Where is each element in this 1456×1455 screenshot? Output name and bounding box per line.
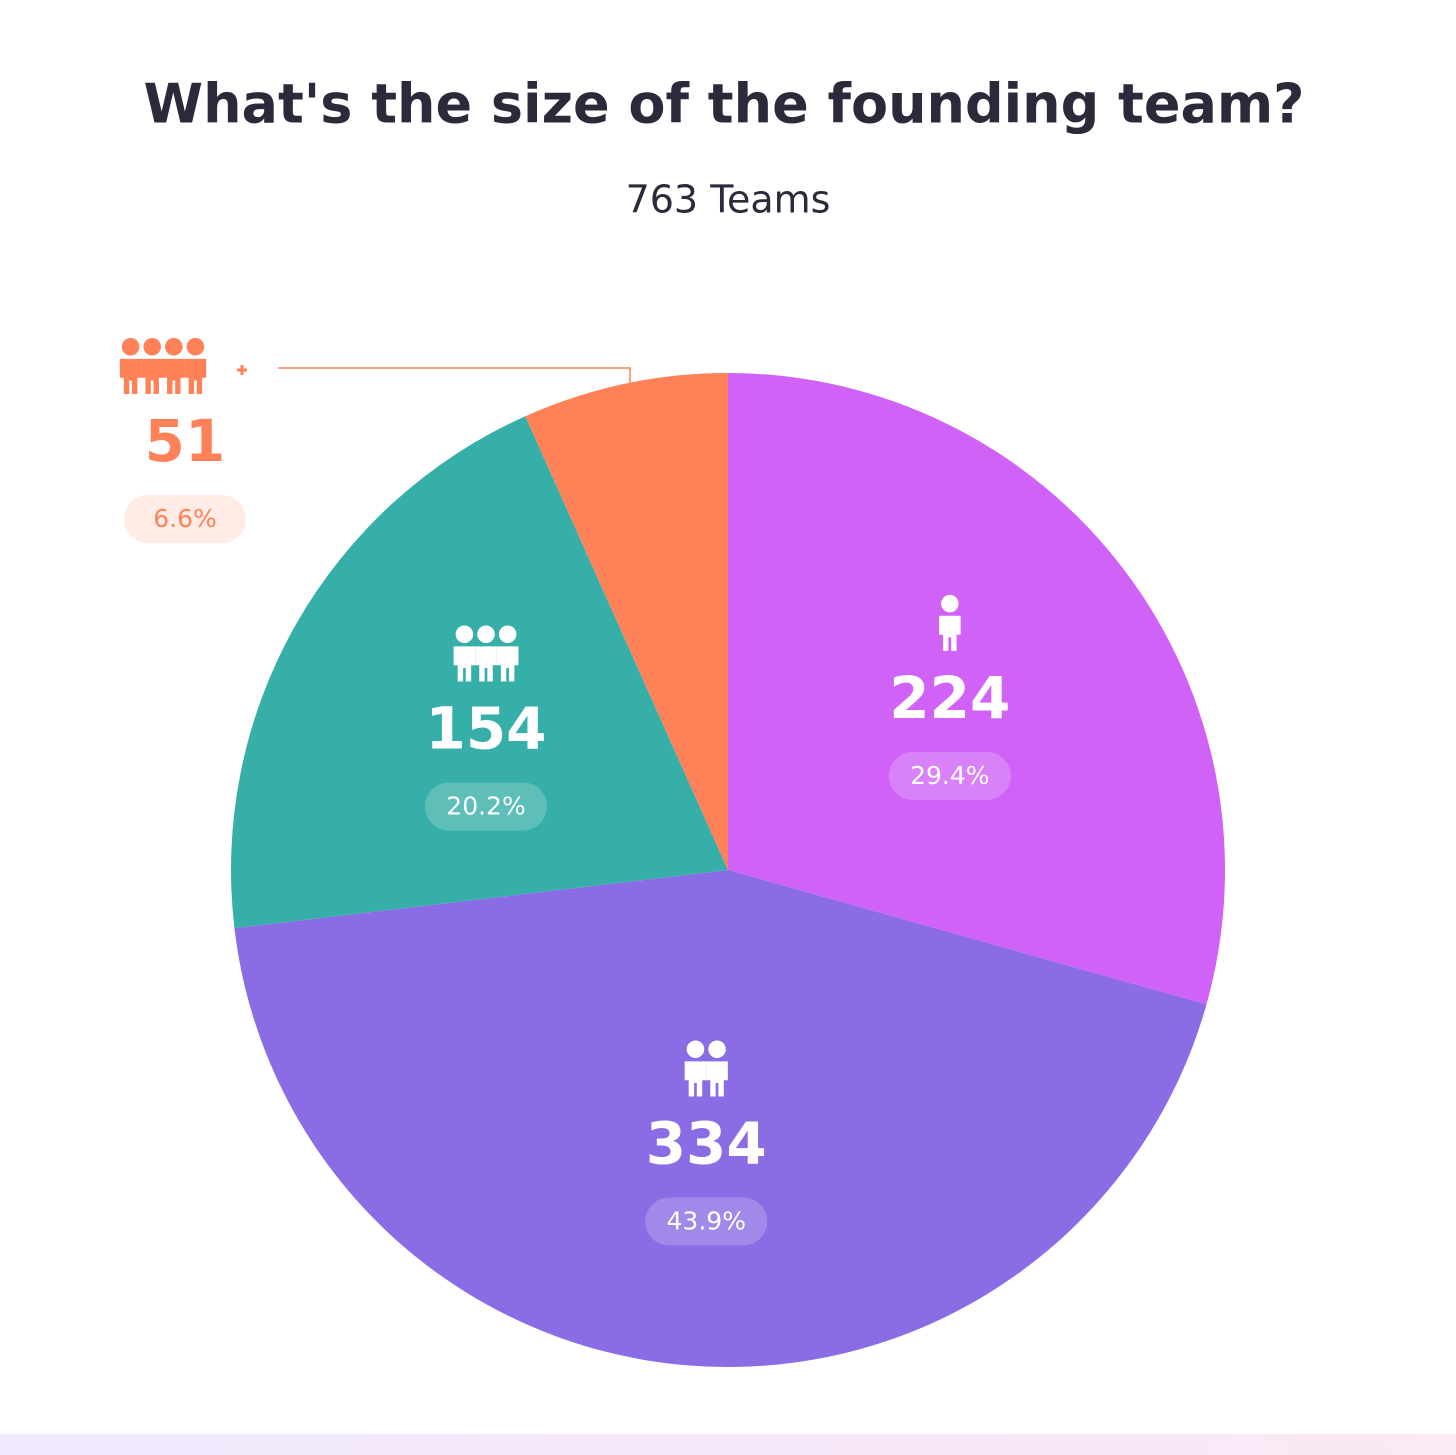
person-head: [455, 625, 474, 644]
person-head: [477, 625, 495, 644]
person-body: [163, 358, 185, 394]
leader-line: [278, 367, 631, 384]
person-head: [121, 337, 140, 356]
percent-pill: [645, 1197, 768, 1246]
person-head: [143, 337, 161, 356]
plus-sign: [237, 365, 247, 375]
person-body: [496, 646, 519, 682]
percent-label: 6.6%: [153, 504, 217, 533]
person-head: [498, 625, 517, 644]
percent-pill: [124, 495, 246, 543]
person-body: [475, 646, 497, 682]
person-body: [706, 1061, 728, 1097]
person-head: [941, 594, 959, 613]
chart-title: What's the size of the founding team?: [144, 73, 1305, 136]
slice-icon: [119, 337, 247, 394]
chart-subtitle: 763 Teams: [626, 178, 831, 222]
person-body: [184, 358, 207, 394]
value-label: 154: [425, 695, 546, 763]
percent-pill: [888, 751, 1011, 800]
person-head: [708, 1040, 726, 1058]
person-head: [186, 337, 205, 356]
pie-slice: [728, 373, 1225, 1005]
slice-icon: [684, 1040, 728, 1097]
person-body: [453, 646, 476, 682]
slice-icon: [453, 625, 519, 682]
percent-label: 20.2%: [446, 791, 525, 820]
bottom-strip: [0, 1434, 1456, 1455]
person-body: [141, 358, 163, 394]
value-label: 334: [646, 1110, 767, 1178]
pie-slice: [525, 373, 728, 870]
percent-label: 29.4%: [910, 761, 989, 790]
person-body: [939, 615, 961, 651]
value-label: 224: [889, 664, 1010, 732]
person-head: [686, 1040, 705, 1058]
percent-label: 43.9%: [667, 1206, 746, 1235]
slice-icon: [939, 594, 961, 651]
person-body: [684, 1061, 707, 1097]
pie-slice: [234, 870, 1207, 1367]
percent-pill: [425, 782, 548, 831]
person-head: [165, 337, 183, 356]
person-body: [119, 358, 142, 394]
value-label: 51: [145, 407, 226, 475]
